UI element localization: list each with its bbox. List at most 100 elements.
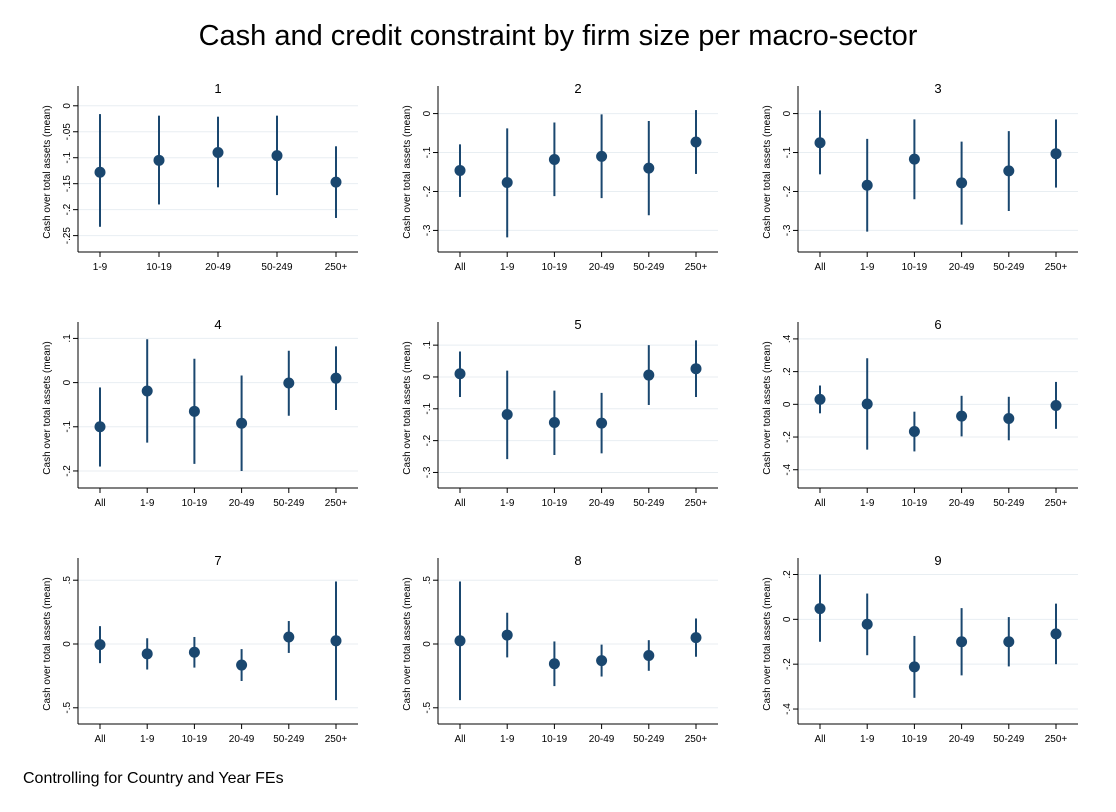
panel-title: 5 bbox=[574, 317, 581, 332]
y-tick-label: 0 bbox=[782, 110, 793, 116]
x-tick-label: 250+ bbox=[1045, 498, 1068, 509]
y-tick-label: .5 bbox=[422, 576, 433, 585]
y-tick-label: -.2 bbox=[782, 658, 793, 670]
x-tick-label: 50-249 bbox=[993, 734, 1025, 745]
y-tick-label: .2 bbox=[782, 367, 793, 376]
point-1-9 bbox=[501, 409, 513, 421]
point-250+ bbox=[330, 372, 342, 384]
point-20-49 bbox=[236, 659, 248, 671]
x-tick-label: 250+ bbox=[325, 262, 348, 273]
x-tick-label: All bbox=[814, 498, 825, 509]
x-tick-label: 10-19 bbox=[902, 734, 928, 745]
panel-title: 7 bbox=[214, 553, 221, 568]
y-tick-label: .1 bbox=[62, 334, 73, 343]
point-20-49 bbox=[236, 417, 248, 429]
y-tick-label: -.1 bbox=[62, 421, 73, 433]
panel-title: 2 bbox=[574, 81, 581, 96]
y-tick-label: -.1 bbox=[422, 403, 433, 415]
y-axis-label: Cash over total assets (mean) bbox=[402, 341, 413, 474]
x-tick-label: 20-49 bbox=[949, 734, 975, 745]
point-1-9 bbox=[141, 385, 153, 397]
point-250+ bbox=[690, 632, 702, 644]
y-tick-label: -.3 bbox=[422, 466, 433, 478]
x-tick-label: 10-19 bbox=[182, 734, 208, 745]
x-tick-label: All bbox=[454, 498, 465, 509]
point-250+ bbox=[1050, 148, 1062, 160]
x-tick-label: 20-49 bbox=[229, 734, 255, 745]
y-tick-label: -.1 bbox=[62, 151, 73, 163]
x-tick-label: 250+ bbox=[685, 498, 708, 509]
x-tick-label: 1-9 bbox=[93, 262, 108, 273]
point-10-19 bbox=[908, 153, 920, 165]
point-250+ bbox=[690, 363, 702, 375]
y-tick-label: -.4 bbox=[782, 463, 793, 475]
y-axis-label: Cash over total assets (mean) bbox=[402, 105, 413, 238]
x-tick-label: 50-249 bbox=[993, 262, 1025, 273]
point-20-49 bbox=[956, 410, 968, 422]
x-tick-label: 10-19 bbox=[902, 498, 928, 509]
y-tick-label: -.3 bbox=[422, 224, 433, 236]
panel-4: 4 .1 0 -.1 -.2 Cash over total assets (mean) A… bbox=[42, 317, 358, 509]
point-1-9 bbox=[501, 629, 513, 641]
point-1-9 bbox=[861, 618, 873, 630]
point-All bbox=[94, 639, 106, 651]
point-10-19 bbox=[188, 405, 200, 417]
x-tick-label: 1-9 bbox=[500, 734, 515, 745]
point-20-49 bbox=[956, 177, 968, 189]
point-50-249 bbox=[643, 369, 655, 381]
panel-title: 1 bbox=[214, 81, 221, 96]
y-axis-label: Cash over total assets (mean) bbox=[762, 105, 773, 238]
point-10-19 bbox=[908, 661, 920, 673]
panel-1: 1 0 -.05 -.1 -.15 -.2 -.25 Cash over total asse… bbox=[42, 81, 358, 273]
panel-3: 3 0 -.1 -.2 -.3 Cash over total assets (mean)… bbox=[762, 81, 1078, 273]
x-tick-label: 1-9 bbox=[140, 498, 155, 509]
y-tick-label: -.5 bbox=[62, 702, 73, 714]
x-tick-label: 10-19 bbox=[146, 262, 172, 273]
x-tick-label: 10-19 bbox=[542, 262, 568, 273]
y-axis-label: Cash over total assets (mean) bbox=[762, 577, 773, 710]
x-tick-label: 50-249 bbox=[633, 262, 665, 273]
x-tick-label: 20-49 bbox=[205, 262, 231, 273]
x-tick-label: 50-249 bbox=[993, 498, 1025, 509]
y-tick-label: -.25 bbox=[62, 227, 73, 245]
x-tick-label: 1-9 bbox=[500, 498, 515, 509]
x-tick-label: 20-49 bbox=[589, 734, 615, 745]
point-1-9 bbox=[861, 179, 873, 191]
y-tick-label: -.2 bbox=[62, 203, 73, 215]
point-1-9 bbox=[861, 398, 873, 410]
panel-5: 5 .1 0 -.1 -.2 -.3 Cash over total assets (mea… bbox=[402, 317, 718, 509]
y-tick-label: 0 bbox=[422, 641, 433, 647]
x-tick-label: All bbox=[814, 734, 825, 745]
point-250+ bbox=[1050, 399, 1062, 411]
point-10-19 bbox=[908, 425, 920, 437]
y-axis-label: Cash over total assets (mean) bbox=[402, 577, 413, 710]
panel-title: 9 bbox=[934, 553, 941, 568]
x-tick-label: 20-49 bbox=[589, 262, 615, 273]
point-10-19 bbox=[153, 154, 165, 166]
y-tick-label: 0 bbox=[62, 379, 73, 385]
point-20-49 bbox=[956, 636, 968, 648]
panel-title: 6 bbox=[934, 317, 941, 332]
y-tick-label: -.1 bbox=[782, 146, 793, 158]
point-50-249 bbox=[283, 631, 295, 643]
y-tick-label: -.05 bbox=[62, 123, 73, 141]
y-axis-label: Cash over total assets (mean) bbox=[42, 577, 53, 710]
x-tick-label: 50-249 bbox=[273, 498, 305, 509]
point-1-9 bbox=[501, 177, 513, 189]
point-50-249 bbox=[1003, 165, 1015, 177]
y-tick-label: 0 bbox=[422, 374, 433, 380]
panel-2: 2 0 -.1 -.2 -.3 Cash over total assets (mean)… bbox=[402, 81, 718, 273]
x-tick-label: All bbox=[454, 262, 465, 273]
x-tick-label: 10-19 bbox=[182, 498, 208, 509]
point-50-249 bbox=[643, 162, 655, 174]
point-1-9 bbox=[141, 648, 153, 660]
point-10-19 bbox=[548, 658, 560, 670]
point-1-9 bbox=[94, 166, 106, 178]
point-250+ bbox=[1050, 628, 1062, 640]
x-tick-label: 10-19 bbox=[542, 498, 568, 509]
y-tick-label: 0 bbox=[422, 110, 433, 116]
point-20-49 bbox=[596, 417, 608, 429]
x-tick-label: 250+ bbox=[685, 734, 708, 745]
y-tick-label: -.2 bbox=[782, 431, 793, 443]
x-tick-label: 10-19 bbox=[542, 734, 568, 745]
